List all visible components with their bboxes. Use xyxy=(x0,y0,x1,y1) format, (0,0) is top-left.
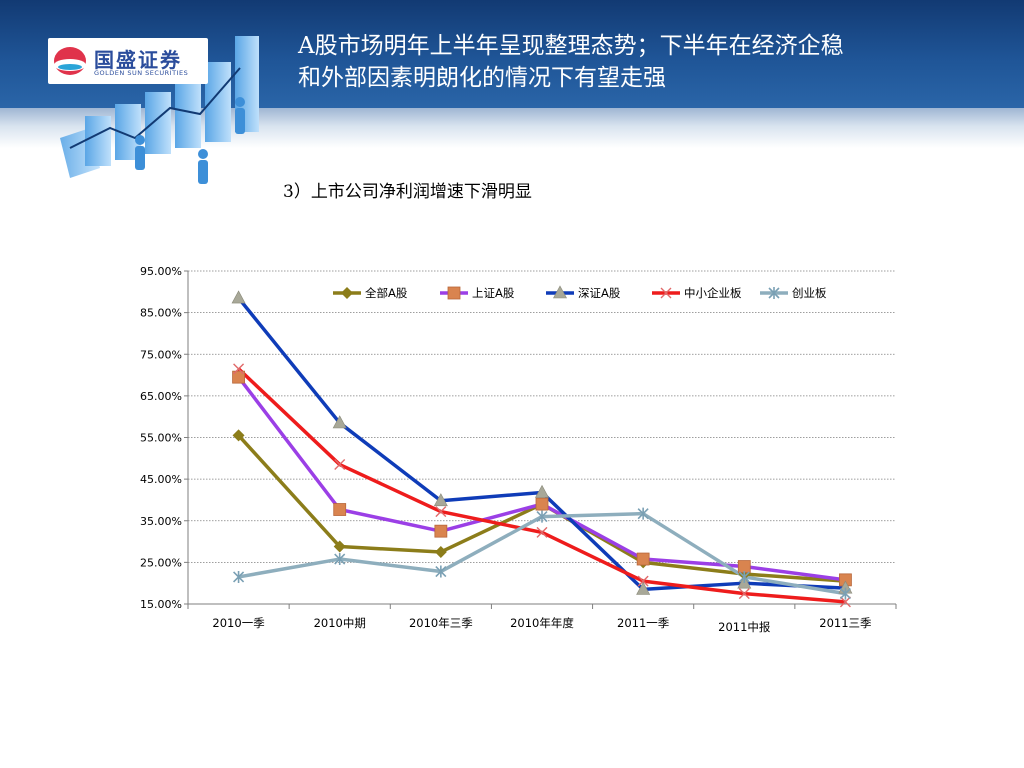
y-tick-label: 35.00% xyxy=(140,515,182,528)
data-point xyxy=(535,497,549,511)
data-point xyxy=(839,596,851,608)
data-point xyxy=(637,575,649,587)
series-line xyxy=(237,296,846,592)
data-point xyxy=(434,545,447,558)
data-point xyxy=(434,524,448,538)
x-tick-label: 2010一季 xyxy=(212,616,265,630)
y-tick-label: 95.00% xyxy=(140,265,182,278)
y-tick-label: 65.00% xyxy=(140,390,182,403)
data-point xyxy=(334,459,346,471)
data-point xyxy=(636,552,650,566)
data-point xyxy=(433,493,448,507)
slide-title: A股市场明年上半年呈现整理态势；下半年在经济企稳 和外部因素明朗化的情况下有望走… xyxy=(298,30,998,94)
slide-title-line2: 和外部因素明朗化的情况下有望走强 xyxy=(298,65,666,91)
data-point xyxy=(738,570,750,583)
data-point xyxy=(768,287,780,299)
y-tick-label: 45.00% xyxy=(140,473,182,486)
data-point xyxy=(738,588,750,600)
data-point xyxy=(447,286,461,300)
x-tick-label: 2011一季 xyxy=(617,616,670,630)
data-point xyxy=(435,506,447,518)
data-point xyxy=(233,363,245,375)
x-tick-label: 2010年三季 xyxy=(409,616,473,630)
data-point xyxy=(536,526,548,538)
y-tick-label: 15.00% xyxy=(140,598,182,611)
data-point xyxy=(333,540,346,553)
data-point xyxy=(636,581,651,595)
data-point xyxy=(552,285,568,299)
y-tick-label: 25.00% xyxy=(140,556,182,569)
data-point xyxy=(737,560,751,573)
data-point xyxy=(332,415,347,429)
legend-label: 全部A股 xyxy=(365,286,408,300)
legend-label: 上证A股 xyxy=(472,286,515,300)
data-point xyxy=(341,287,353,299)
legend-label: 创业板 xyxy=(792,286,827,300)
x-tick-label: 2010年年度 xyxy=(510,616,574,630)
x-tick-label: 2011三季 xyxy=(819,616,872,630)
data-point xyxy=(232,370,245,384)
data-point xyxy=(334,553,346,566)
data-point xyxy=(839,587,851,600)
chart-subtitle: 3）上市公司净利润增速下滑明显 xyxy=(283,182,532,202)
data-point xyxy=(435,565,447,578)
y-tick-label: 75.00% xyxy=(140,348,182,361)
logo-mark-icon xyxy=(54,47,86,75)
business-graphic-icon xyxy=(60,36,259,184)
legend-label: 中小企业板 xyxy=(684,286,742,300)
x-tick-label: 2010中期 xyxy=(314,616,366,630)
data-point xyxy=(233,570,245,583)
series-line xyxy=(237,376,846,582)
x-tick-label: 2011中报 xyxy=(718,620,771,634)
data-point xyxy=(534,484,550,498)
legend-label: 深证A股 xyxy=(578,286,621,300)
data-point xyxy=(536,510,548,523)
company-logo: 国盛证券 GOLDEN SUN SECURITIES xyxy=(48,38,208,84)
logo-subtext: GOLDEN SUN SECURITIES xyxy=(94,69,189,77)
data-point xyxy=(333,503,347,516)
logo-text: 国盛证券 xyxy=(94,48,182,72)
y-tick-label: 85.00% xyxy=(140,307,182,320)
y-tick-label: 55.00% xyxy=(140,432,182,445)
data-point xyxy=(232,429,245,442)
data-point xyxy=(231,290,246,304)
series-line xyxy=(238,511,846,596)
data-point xyxy=(660,287,672,299)
person-figures xyxy=(135,97,245,184)
slide-title-line1: A股市场明年上半年呈现整理态势；下半年在经济企稳 xyxy=(298,33,844,59)
data-point xyxy=(637,507,649,520)
